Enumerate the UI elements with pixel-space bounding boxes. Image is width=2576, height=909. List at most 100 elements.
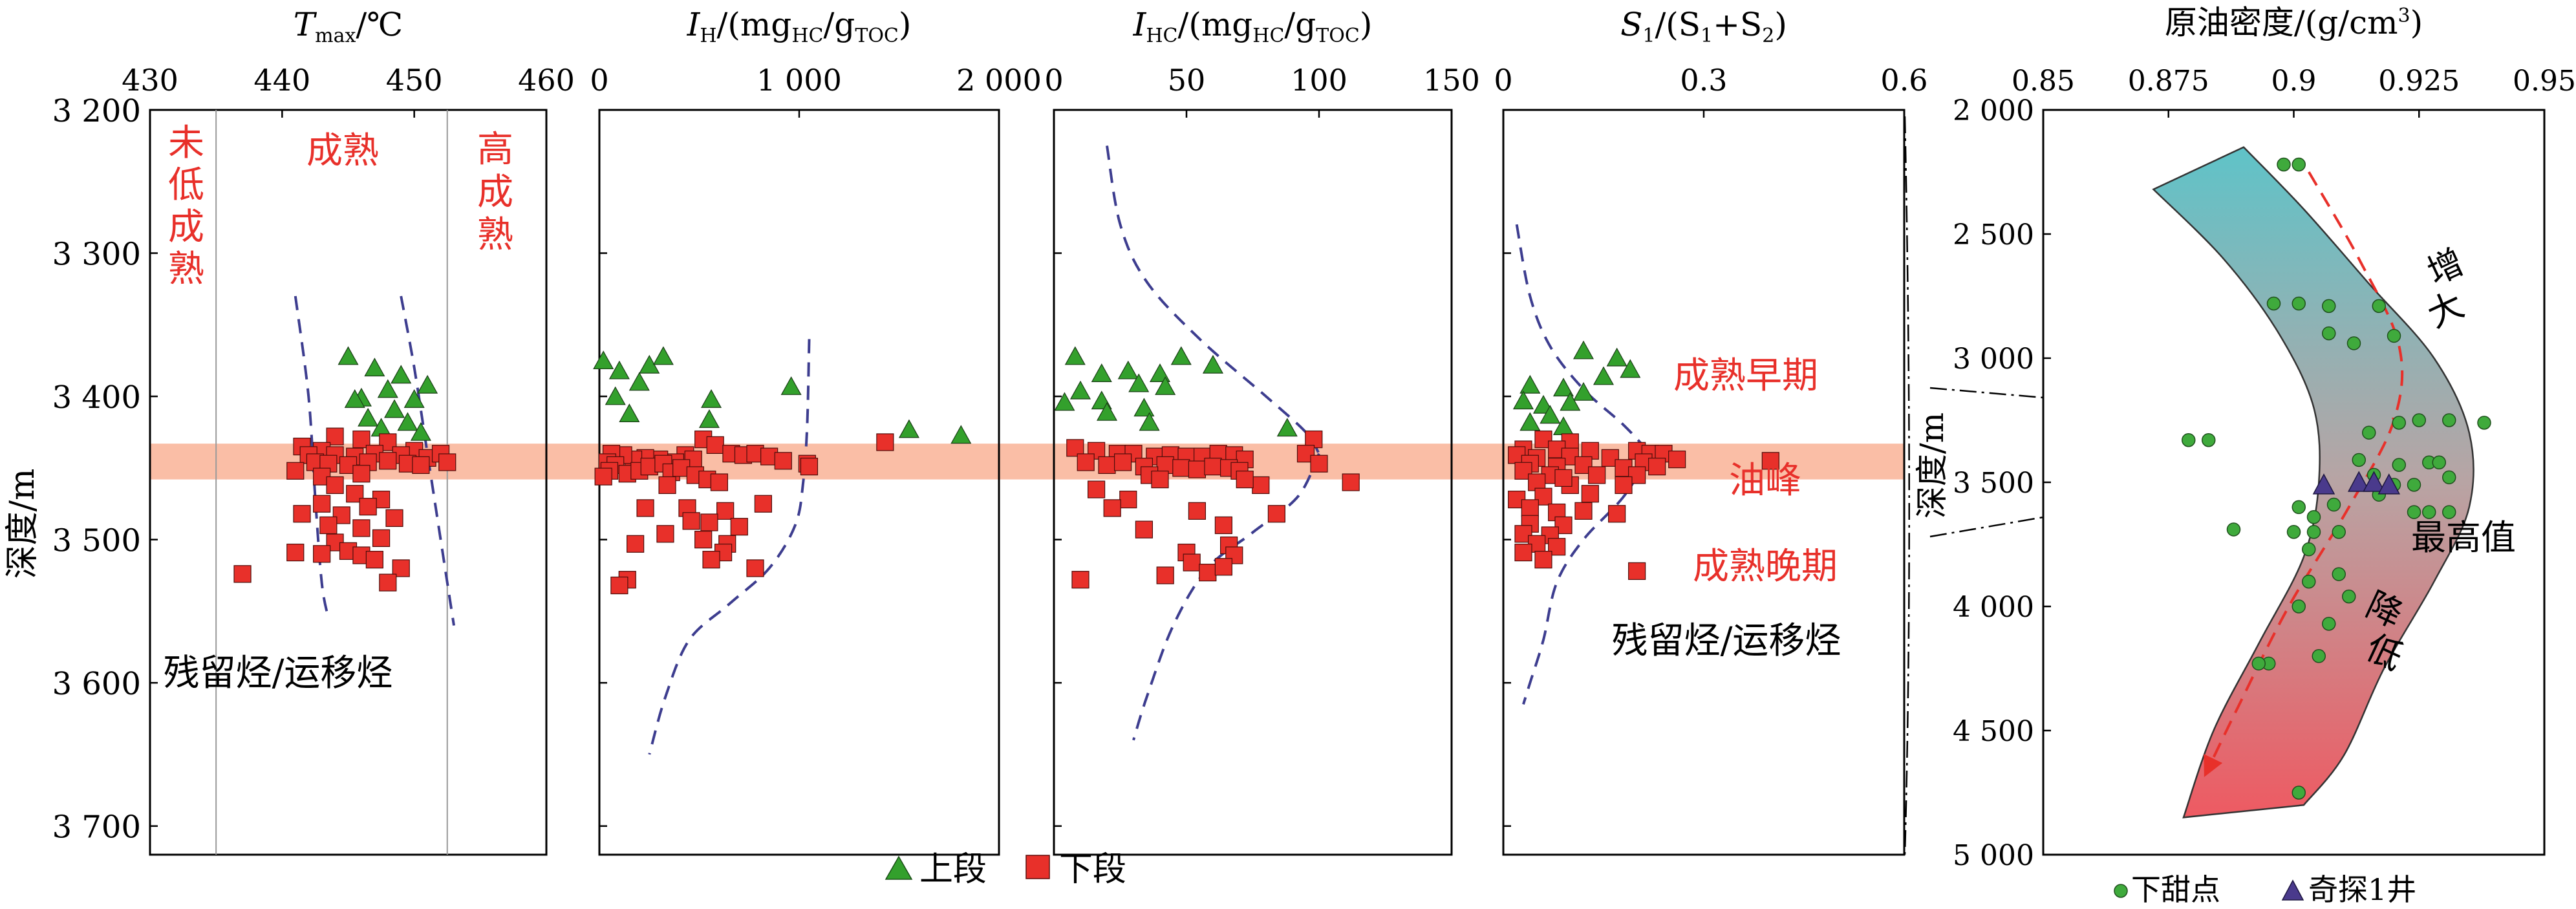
lower-point (1236, 470, 1254, 489)
xiatiandian-point (2362, 425, 2376, 440)
lower-point (1534, 551, 1552, 569)
lower-point (1188, 502, 1207, 520)
lower-point (1071, 571, 1089, 589)
lower-point (1214, 516, 1233, 535)
legend-density: 下甜点 奇探1井 (2114, 872, 2416, 907)
upper-point (1133, 398, 1155, 417)
x-tick-label: 1 000 (757, 63, 842, 98)
upper-point (1117, 360, 1139, 380)
lower-point (610, 576, 628, 595)
lower-point (700, 513, 718, 531)
xiatiandian-point (2422, 505, 2436, 519)
lower-point (1615, 476, 1633, 495)
x-axis-label: 原油密度/(g/cm3) (2165, 4, 2423, 41)
lower-point (627, 535, 645, 553)
xiatiandian-point (2442, 505, 2456, 519)
lower-point (313, 545, 331, 563)
xiatiandian-point (2302, 542, 2316, 557)
upper-point (1606, 347, 1627, 367)
depth-tick-labels: 3 200 3 300 3 400 3 500 3 600 3 700 (52, 93, 141, 846)
immature-label: 未 (168, 122, 204, 164)
x-tick-label: 0.875 (2128, 65, 2209, 98)
panel-frame (1053, 109, 1453, 856)
lower-point (1119, 490, 1137, 509)
y-axis-label: 深度/m (1913, 412, 1951, 519)
x-axis-label: Tmax/℃ (294, 6, 403, 47)
lower-point (636, 499, 654, 517)
increase-label: 大 (2421, 284, 2470, 336)
upper-point (1540, 405, 1561, 424)
x-tick-label: 0.95 (2513, 65, 2576, 98)
lower-point (1574, 502, 1593, 520)
panel-density: 0.85 0.875 0.9 0.925 0.95 2 000 2 500 3 000 3 50… (1913, 4, 2576, 872)
residual-label: 残留烃/运移烃 (164, 652, 393, 694)
y-tick-label: 2 500 (1953, 219, 2034, 251)
xiatiandian-point (2332, 525, 2346, 539)
high-mature-label: 熟 (477, 214, 513, 256)
upper-point (605, 386, 626, 405)
xiatiandian-point (2226, 522, 2241, 537)
xiatiandian-point (2292, 157, 2306, 172)
lower-point (372, 529, 391, 548)
lower-point (233, 565, 252, 583)
trend-curve (1132, 453, 1320, 741)
upper-point (338, 346, 359, 365)
lower-point (1608, 505, 1626, 523)
upper-point (1620, 359, 1641, 378)
upper-point (898, 419, 919, 438)
depth-tick-label: 3 200 (52, 93, 141, 129)
lower-point (352, 519, 370, 537)
xiatiandian-point (2332, 567, 2346, 581)
lower-point (313, 495, 331, 513)
legend-lower-marker (1025, 855, 1050, 879)
x-axis-label: S1/(S1+S2) (1620, 6, 1787, 47)
upper-point (417, 374, 438, 394)
upper-point (358, 407, 379, 427)
upper-point (701, 389, 722, 408)
trend-curve (1106, 145, 1320, 454)
xiatiandian-point (2346, 336, 2361, 350)
x-tick-label: 100 (1291, 63, 1347, 98)
x-tick-label: 0.925 (2378, 65, 2460, 98)
upper-point (383, 399, 405, 418)
lower-point (1554, 516, 1572, 535)
immature-label: 熟 (168, 248, 204, 290)
upper-point (377, 379, 398, 398)
y-tick-label: 5 000 (1953, 839, 2034, 872)
upper-point (410, 422, 431, 441)
upper-point (1552, 378, 1574, 397)
lower-point (359, 498, 377, 516)
y-tick-label: 4 000 (1953, 591, 2034, 624)
upper-point (1096, 401, 1118, 421)
lower-point (682, 512, 700, 530)
upper-point (950, 425, 972, 444)
xiatiandian-point (2407, 478, 2421, 492)
x-axis-label: IHC/(mgHC/gTOC) (1133, 6, 1373, 47)
y-tick-label: 2 000 (1953, 94, 2034, 127)
mature-label: 成熟 (306, 130, 379, 172)
xiatiandian-point (2392, 458, 2406, 472)
lower-point (1098, 456, 1116, 475)
lower-point (326, 476, 344, 495)
trend-curve (400, 295, 455, 626)
lower-point (1310, 454, 1328, 473)
upper-point (780, 376, 802, 395)
depth-axis-label: 深度/m (3, 469, 42, 579)
connector-upper (1929, 387, 2044, 399)
lower-point (1103, 499, 1121, 517)
lower-point (379, 452, 397, 470)
upper-point (1139, 412, 1160, 431)
x-tick-label: 150 (1423, 63, 1480, 98)
upper-point (1064, 346, 1086, 365)
connector-lower (1929, 516, 2044, 538)
upper-point (1560, 392, 1581, 411)
x-tick-label: 0.85 (2012, 65, 2075, 98)
xiatiandian-point (2387, 328, 2401, 343)
lower-point (319, 516, 338, 535)
lower-point (1554, 469, 1572, 487)
xiatiandian-point (2312, 649, 2326, 663)
x-tick-label: 0 (590, 63, 608, 98)
panel-frame (149, 109, 548, 856)
x-tick-label: 0 (1494, 63, 1512, 98)
upper-point (1069, 380, 1091, 400)
